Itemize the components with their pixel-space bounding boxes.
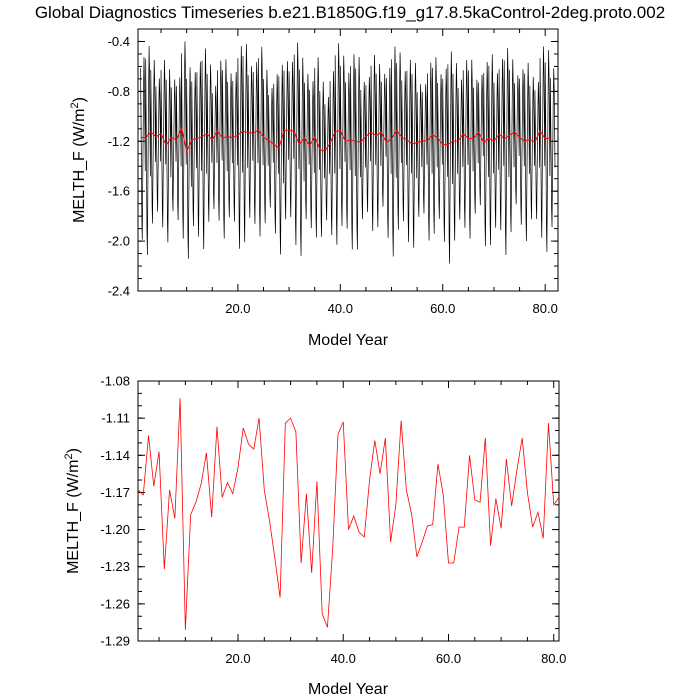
top-ytick-label: -2.4 bbox=[108, 284, 130, 299]
top-ytick-label: -2.0 bbox=[108, 234, 130, 249]
top-xtick-label: 40.0 bbox=[328, 301, 353, 316]
top-panel: 20.0 40.0 60.0 80.0 -2.4 -2.0 -1.6 -1.2 -0.8 -0.4… bbox=[69, 28, 559, 349]
top-monthly-series-line bbox=[140, 41, 556, 264]
bottom-panel: 20.0 40.0 60.0 80.0 -1.29 -1.26 -1.23 -1.20 -1.1… bbox=[63, 374, 566, 699]
top-xtick-label: 60.0 bbox=[430, 301, 455, 316]
top-ytick-label: -0.8 bbox=[108, 84, 130, 99]
top-ytick-label: -0.4 bbox=[108, 34, 130, 49]
bottom-ytick-label: -1.14 bbox=[100, 448, 130, 463]
bottom-xtick-label: 40.0 bbox=[331, 651, 356, 666]
top-xtick-label: 20.0 bbox=[225, 301, 250, 316]
bottom-ytick-label: -1.11 bbox=[101, 411, 130, 426]
bottom-ytick-label: -1.20 bbox=[100, 522, 130, 537]
top-plot-frame bbox=[137, 28, 559, 292]
bottom-ytick-label: -1.26 bbox=[100, 596, 130, 611]
top-ytick-label: -1.6 bbox=[108, 184, 130, 199]
top-ylabel: MELTH_F (W/m2) bbox=[69, 97, 88, 223]
bottom-ticks: 20.0 40.0 60.0 80.0 -1.29 -1.26 -1.23 -1.20 -1.1… bbox=[100, 374, 566, 667]
bottom-xlabel: Model Year bbox=[308, 681, 389, 698]
bottom-ytick-label: -1.08 bbox=[100, 374, 130, 389]
top-xtick-label: 80.0 bbox=[533, 301, 558, 316]
top-ticks: 20.0 40.0 60.0 80.0 -2.4 -2.0 -1.6 -1.2 -0.8 -0.4 bbox=[108, 28, 558, 316]
bottom-plot-frame bbox=[137, 380, 560, 642]
top-xlabel: Model Year bbox=[308, 332, 389, 349]
bottom-annual-series-line bbox=[137, 398, 560, 630]
bottom-ytick-label: -1.29 bbox=[100, 634, 130, 649]
bottom-ytick-label: -1.17 bbox=[100, 485, 130, 500]
top-ytick-label: -1.2 bbox=[108, 134, 130, 149]
figure-title: Global Diagnostics Timeseries b.e21.B185… bbox=[35, 3, 665, 22]
bottom-xtick-label: 20.0 bbox=[225, 651, 250, 666]
bottom-xtick-label: 60.0 bbox=[436, 651, 461, 666]
bottom-ylabel: MELTH_F (W/m2) bbox=[63, 448, 82, 574]
bottom-ytick-label: -1.23 bbox=[100, 559, 130, 574]
bottom-xtick-label: 80.0 bbox=[541, 651, 566, 666]
top-annual-series-line bbox=[140, 126, 551, 153]
